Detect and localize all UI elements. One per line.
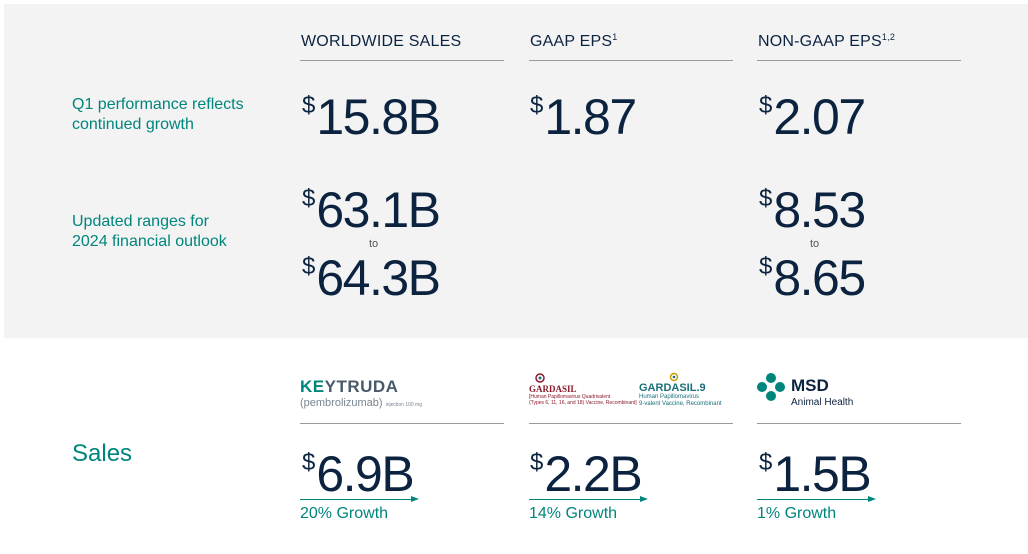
header-non-gaap-eps: NON-GAAP EPS1,2 [758,32,896,50]
outlook-sales-high: $64.3B [302,250,441,306]
gardasil-emblem-icon [535,373,545,383]
msd-emblem-icon [757,373,785,401]
sales-label: Sales [72,440,133,467]
msd-growth: 1% Growth [757,505,837,522]
msd-growth-arrow [757,499,869,500]
gardasil-sales-value: $2.2B [530,446,643,502]
header-divider [757,60,961,61]
q1-sales-value: $15.8B [302,89,441,145]
gardasil-growth-arrow [529,499,641,500]
keytruda-arrowhead-icon [411,496,419,502]
sales-divider [757,423,961,424]
msd-arrowhead-icon [868,496,876,502]
outlook-non-gaap-eps-high: $8.65 [759,250,866,306]
gardasil-arrowhead-icon [640,496,648,502]
outlook-non-gaap-eps-to: to [810,238,820,250]
outlook-sales-low: $63.1B [302,182,441,238]
header-worldwide-sales: WORLDWIDE SALES [301,33,462,50]
gardasil9-logo: GARDASIL.9 Human Papillomavirus 9-valent… [639,372,722,408]
keytruda-growth: 20% Growth [300,505,389,522]
row-label-outlook: Updated ranges for 2024 financial outloo… [72,213,227,250]
sales-divider [300,423,504,424]
outlook-sales-to: to [369,238,379,250]
msd-animal-health-sales-value: $1.5B [759,446,872,502]
row-label-q1: Q1 performance reflects continued growth [72,96,244,133]
summary-panel [4,4,1028,338]
outlook-non-gaap-eps-low: $8.53 [759,182,866,238]
gardasil9-emblem-icon [669,372,679,382]
q1-gaap-eps-value: $1.87 [530,89,637,145]
sales-divider [529,423,733,424]
gardasil-logo: GARDASIL [Human Papillomavirus Quadrival… [529,372,637,406]
header-divider [529,60,733,61]
q1-non-gaap-eps-value: $2.07 [759,89,866,145]
keytruda-growth-arrow [300,499,412,500]
header-gaap-eps: GAAP EPS1 [530,32,618,50]
gardasil-growth: 14% Growth [529,505,618,522]
keytruda-logo: KEYTRUDA (pembrolizumab) injection 100 m… [300,377,423,409]
header-divider [300,60,504,61]
keytruda-sales-value: $6.9B [302,446,415,502]
